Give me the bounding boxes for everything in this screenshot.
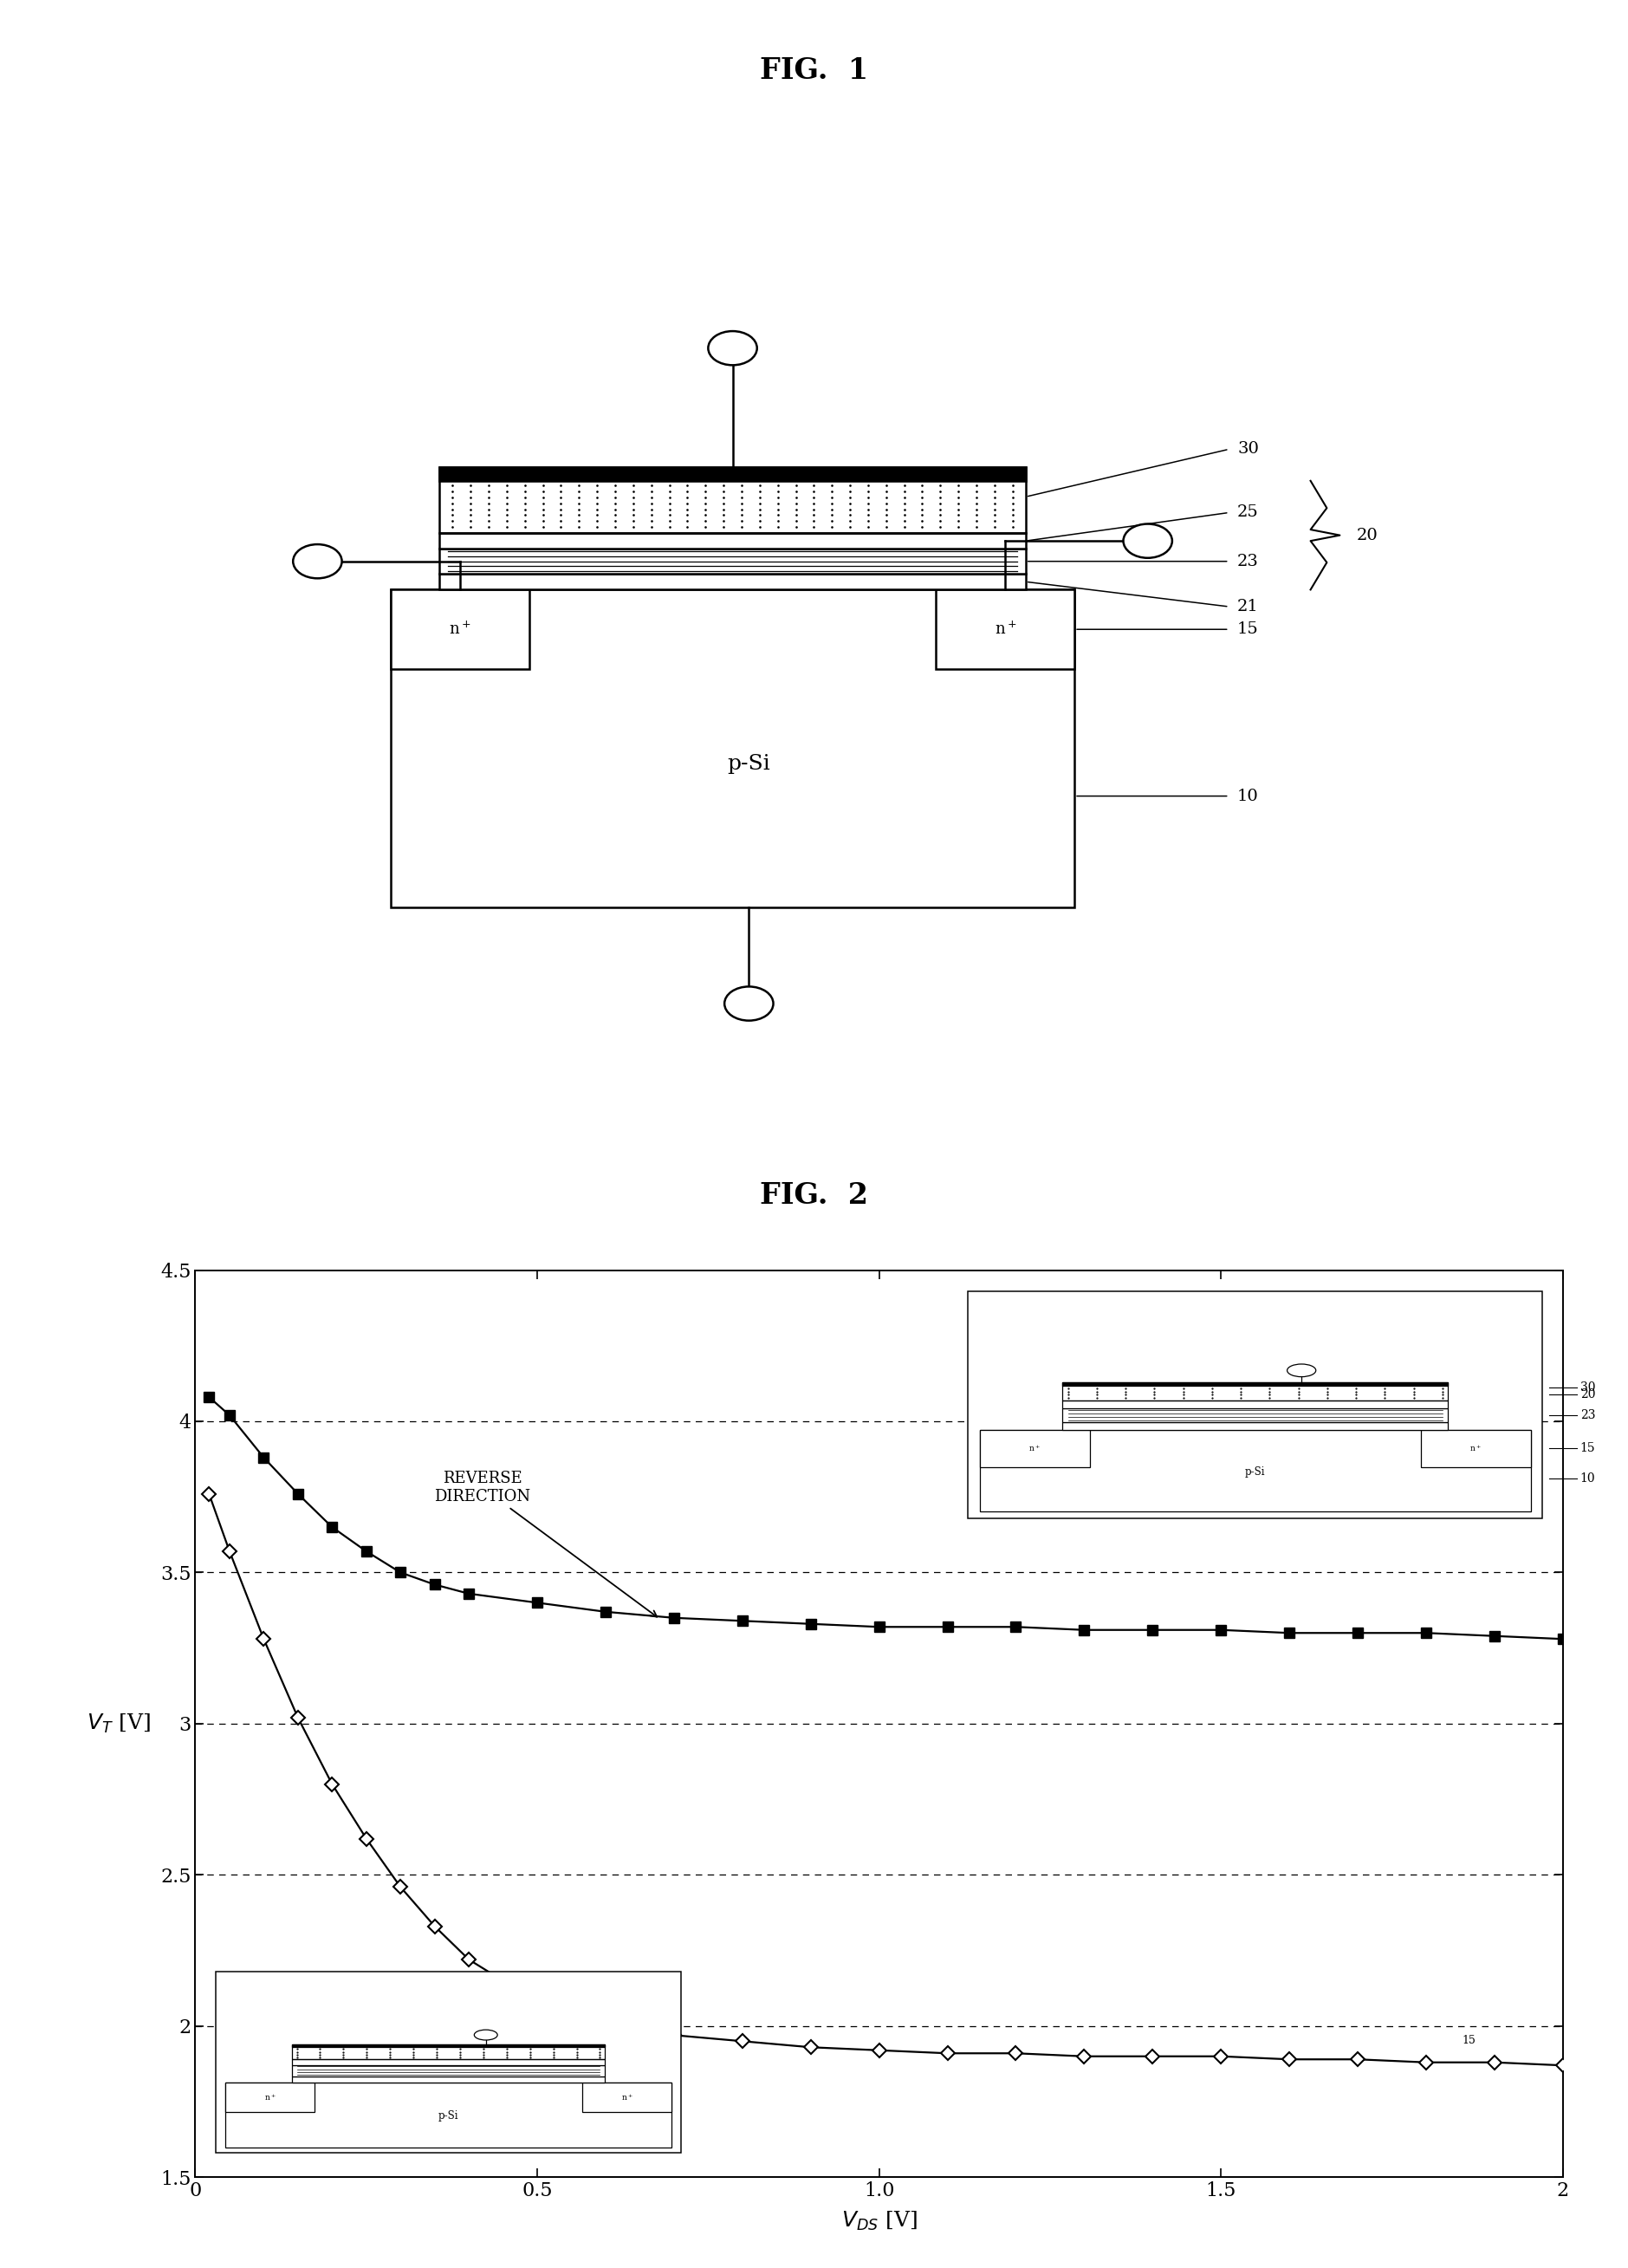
Text: 30: 30 — [1579, 1381, 1595, 1395]
Bar — [1061, 1383, 1449, 1386]
Bar — [1061, 1422, 1449, 1429]
Bar — [391, 590, 529, 669]
Bar — [583, 2082, 671, 2112]
Bar — [440, 467, 1026, 533]
Text: 23: 23 — [1579, 1408, 1595, 1422]
Bar — [291, 2046, 604, 2048]
Bar — [1061, 1399, 1449, 1408]
Circle shape — [293, 544, 342, 578]
Text: 10: 10 — [1579, 1472, 1595, 1486]
Bar — [391, 590, 1074, 907]
Text: n$^+$: n$^+$ — [620, 2093, 633, 2102]
Text: 23: 23 — [1237, 553, 1258, 569]
Bar — [440, 574, 1026, 590]
Text: FIG.  2: FIG. 2 — [760, 1182, 868, 1209]
Text: n$^+$: n$^+$ — [264, 2093, 275, 2102]
Text: 15: 15 — [1462, 2034, 1475, 2046]
Bar — [291, 2046, 604, 2059]
Bar — [291, 2075, 604, 2082]
Bar — [440, 533, 1026, 549]
Text: 25: 25 — [1237, 506, 1258, 519]
Text: 20: 20 — [1356, 528, 1377, 542]
Bar — [969, 1290, 1542, 1517]
Bar — [1061, 1383, 1449, 1399]
Text: 15: 15 — [1237, 621, 1258, 637]
Bar — [440, 549, 1026, 574]
Text: p-Si: p-Si — [1245, 1467, 1265, 1479]
Text: 10: 10 — [1237, 789, 1258, 803]
Text: n$^+$: n$^+$ — [1470, 1442, 1481, 1454]
Bar — [980, 1429, 1089, 1467]
Text: n$^+$: n$^+$ — [449, 621, 470, 637]
Text: n$^+$: n$^+$ — [1029, 1442, 1040, 1454]
Bar — [440, 467, 1026, 481]
Circle shape — [1288, 1363, 1315, 1377]
Text: 30: 30 — [1462, 1386, 1475, 1397]
Y-axis label: $V_T$ [V]: $V_T$ [V] — [86, 1712, 150, 1735]
Text: 20: 20 — [1462, 1393, 1475, 1404]
Text: 20: 20 — [1579, 1388, 1595, 1399]
Text: p-Si: p-Si — [728, 755, 770, 773]
Bar — [225, 2082, 671, 2148]
Text: FIG.  1: FIG. 1 — [760, 57, 868, 86]
Bar — [1061, 1408, 1449, 1422]
Circle shape — [474, 2030, 498, 2041]
Text: 15: 15 — [1579, 1442, 1595, 1454]
Text: REVERSE
DIRECTION: REVERSE DIRECTION — [435, 1472, 658, 1617]
Bar — [980, 1429, 1530, 1510]
X-axis label: $V_{DS}$ [V]: $V_{DS}$ [V] — [842, 2211, 917, 2234]
Text: FORWARD
DIRECTION: FORWARD DIRECTION — [435, 2039, 656, 2139]
Circle shape — [708, 331, 757, 365]
Circle shape — [724, 987, 773, 1021]
Text: p-Si: p-Si — [438, 2112, 459, 2123]
Bar — [225, 2082, 314, 2112]
Bar — [1421, 1429, 1530, 1467]
Text: 21: 21 — [1237, 599, 1258, 615]
Circle shape — [1123, 524, 1172, 558]
Text: 30: 30 — [1237, 442, 1258, 456]
Bar — [291, 2064, 604, 2075]
Bar — [291, 2059, 604, 2064]
Text: 23: 23 — [1462, 1408, 1475, 1420]
Bar — [936, 590, 1074, 669]
Bar — [217, 1971, 681, 2152]
Text: n$^+$: n$^+$ — [995, 621, 1016, 637]
